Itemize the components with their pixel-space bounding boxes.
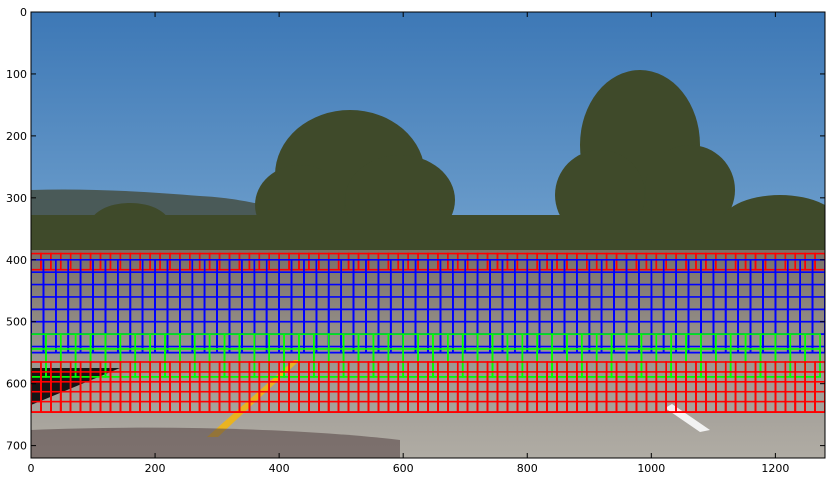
- y-tick-label: 700: [6, 440, 27, 453]
- plot-frame: [30, 11, 826, 459]
- x-tick-label: 1200: [761, 462, 789, 475]
- x-tick-label: 0: [28, 462, 35, 475]
- yellow-lane-line: [207, 360, 300, 437]
- x-tick-label: 200: [145, 462, 166, 475]
- y-tick-label: 500: [6, 316, 27, 329]
- x-tick-label: 800: [517, 462, 538, 475]
- search-windows: [31, 252, 825, 413]
- window-series-3: [31, 361, 825, 413]
- x-tick-label: 400: [269, 462, 290, 475]
- window-series-1: [31, 258, 825, 354]
- y-tick-label: 300: [6, 192, 27, 205]
- trees: [31, 70, 825, 255]
- search-window: [814, 252, 825, 271]
- x-tick-label: 600: [393, 462, 414, 475]
- axes: 0 200 400 600 800 1000 1200 0 100 200 300 400 500 600…: [6, 6, 825, 475]
- foreground-road: [31, 427, 400, 458]
- y-tick-label: 400: [6, 254, 27, 267]
- y-tick-label: 600: [6, 378, 27, 391]
- y-tick-label: 200: [6, 130, 27, 143]
- y-tick-label: 0: [20, 6, 27, 19]
- x-tick-label: 1000: [637, 462, 665, 475]
- search-window: [814, 400, 825, 413]
- y-tick-label: 100: [6, 68, 27, 81]
